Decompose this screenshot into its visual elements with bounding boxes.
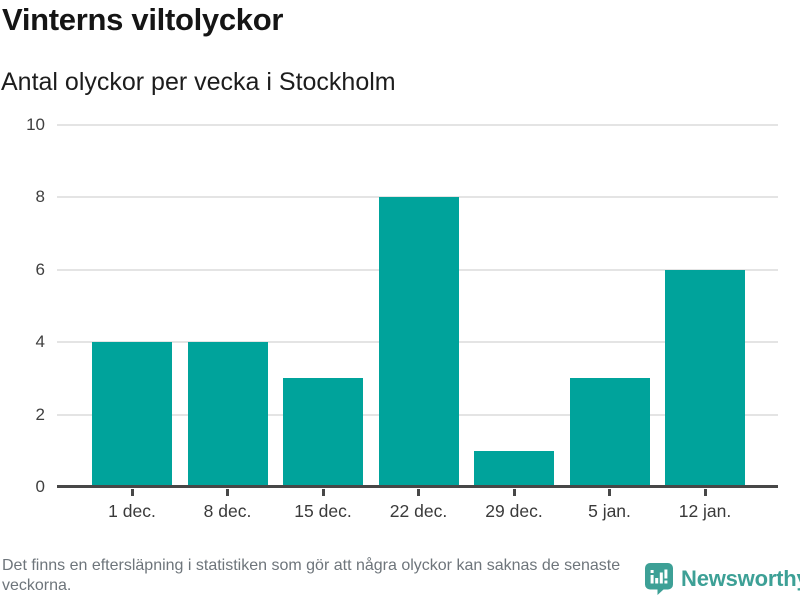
bar-8-dec [187,342,268,487]
newsworthy-speech-bubble-bar-chart-icon [645,563,673,595]
y-axis-tick-label-4: 4 [35,332,45,352]
x-axis-tick-5 [512,489,516,496]
x-axis-tick-label-8-dec: 8 dec. [203,501,252,521]
y-axis-tick-label-10: 10 [26,115,45,134]
y-axis-tick-label-6: 6 [35,259,45,279]
x-axis-tick-label-22-dec: 22 dec. [389,501,448,521]
chart-title: Vinterns viltolyckor [2,2,284,37]
x-axis-tick-3 [321,489,325,496]
bar-15-dec [283,378,363,487]
x-axis-line [57,485,778,488]
x-axis-tick-label-29-dec: 29 dec. [485,501,543,521]
newsworthy-wordmark: Newsworthy [681,566,800,591]
bar-22-dec [378,197,459,487]
chart-subtitle: Antal olyckor per vecka i Stockholm [1,68,396,96]
gridline-y10 [57,124,778,126]
x-axis-tick-label-12-jan: 12 jan. [678,501,732,521]
bar-29-dec [474,450,554,487]
footer-note: Det finns en eftersläpning i statistiken… [2,557,621,594]
x-axis-tick-label-15-dec: 15 dec. [294,501,352,521]
bar-5-jan [569,378,650,487]
x-axis-tick-6 [608,489,611,496]
x-axis-tick-2 [226,489,229,496]
x-axis-tick-label-1-dec: 1 dec. [108,501,156,521]
y-axis-tick-label-0: 0 [35,477,45,496]
y-axis-tick-label-2: 2 [35,404,45,424]
x-axis-tick-7 [703,489,707,496]
y-axis-tick-label-8: 8 [35,187,45,207]
x-axis-tick-label-5-jan: 5 jan. [588,501,631,521]
x-axis-tick-4 [417,489,420,496]
x-axis-tick-1 [130,489,134,496]
newsworthy-logo[interactable]: Newsworthy [645,563,800,595]
plot-area: 1 dec. 8 dec. 15 dec. 22 dec. 29 dec. 5 jan. 1… [57,124,778,521]
bar-12-jan [665,269,745,487]
bar-1-dec [92,342,172,487]
